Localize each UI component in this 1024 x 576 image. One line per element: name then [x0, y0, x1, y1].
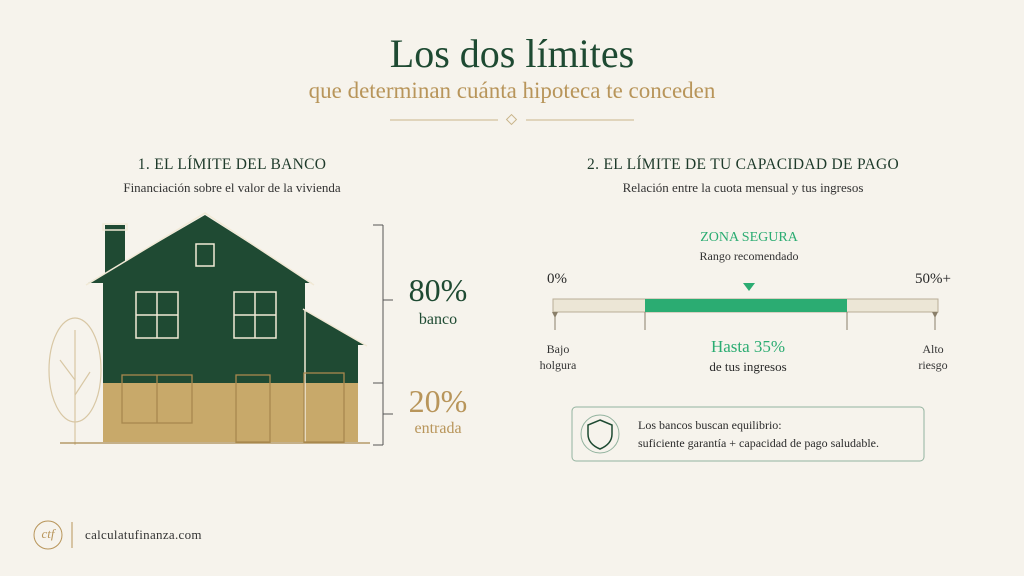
house-details: [85, 212, 368, 442]
logo-ring: [33, 520, 63, 550]
right-heading: 2. EL LÍMITE DE TU CAPACIDAD DE PAGO: [587, 156, 899, 173]
scale-max: 50%+: [915, 271, 951, 287]
low-label: holgura: [539, 358, 577, 372]
bank-label: banco: [418, 311, 458, 328]
tree: [48, 317, 102, 445]
title: Los dos límites: [389, 31, 635, 76]
down-value: 20%: [408, 383, 468, 419]
site: calculatufinanza.com: [85, 527, 202, 542]
low-label: Bajo: [546, 342, 570, 356]
right-subheading: Relación entre la cuota mensual y tus in…: [622, 180, 864, 195]
high-label: riesgo: [918, 358, 948, 372]
bank-value: 80%: [408, 272, 468, 308]
house-lower-details: [60, 372, 370, 444]
left-subheading: Financiación sobre el valor de la vivien…: [123, 180, 341, 195]
left-heading: 1. EL LÍMITE DEL BANCO: [137, 156, 327, 173]
note-line: Los bancos buscan equilibrio:: [638, 418, 782, 432]
subtitle: que determinan cuánta hipoteca te conced…: [308, 78, 716, 103]
bracket: [373, 224, 393, 446]
zone-title: ZONA SEGURA: [700, 230, 798, 245]
zone-subtitle: Rango recomendado: [699, 249, 799, 263]
target-note: de tus ingresos: [709, 359, 787, 374]
icon-ring: [580, 414, 620, 454]
target: Hasta 35%: [710, 337, 786, 356]
note-box: [571, 406, 925, 462]
shield-icon: [587, 419, 613, 450]
divider: [390, 113, 634, 126]
logo: ctf: [41, 526, 55, 541]
note-line: suficiente garantía + capacidad de pago …: [638, 436, 879, 450]
house: [88, 215, 365, 442]
high-label: Alto: [922, 342, 944, 356]
scale-bar: [552, 283, 939, 330]
down-label: entrada: [414, 420, 462, 437]
scale-min: 0%: [547, 271, 567, 287]
